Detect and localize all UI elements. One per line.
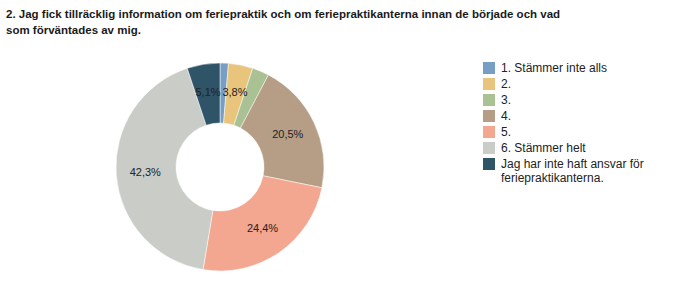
legend-label: 5. (501, 125, 511, 139)
slice (187, 63, 220, 125)
legend-item: Jag har inte haft ansvar förferiepraktik… (483, 157, 644, 185)
data-label: 24,4% (247, 222, 278, 234)
legend-swatch (483, 110, 495, 122)
title: 2. Jag fick tillräcklig information om f… (6, 8, 560, 36)
legend-label: 4. (501, 109, 511, 123)
legend-swatch (483, 142, 495, 154)
data-label: 20,5% (272, 128, 303, 140)
legend-item: 1. Stämmer inte alls (483, 61, 607, 75)
data-label: 3,8% (222, 86, 247, 98)
legend-swatch (483, 62, 495, 74)
legend-label: 6. Stämmer helt (501, 141, 586, 155)
data-label: 42,3% (130, 166, 161, 178)
legend-label: 3. (501, 93, 511, 107)
slice (203, 176, 322, 271)
legend-item: 5. (483, 125, 511, 139)
legend-swatch (483, 94, 495, 106)
chart: 2. Jag fick tillräcklig information om f… (0, 0, 675, 288)
legend-item: 2. (483, 77, 511, 91)
legend-label: 1. Stämmer inte alls (501, 61, 607, 75)
legend-swatch (483, 78, 495, 90)
legend-swatch (483, 126, 495, 138)
legend-label: 2. (501, 77, 511, 91)
legend-item: 6. Stämmer helt (483, 141, 586, 155)
donut (116, 63, 324, 271)
legend-label: Jag har inte haft ansvar förferiepraktik… (501, 157, 644, 185)
legend-item: 3. (483, 93, 511, 107)
legend-item: 4. (483, 109, 511, 123)
legend-swatch (483, 158, 495, 170)
slice (240, 75, 324, 188)
legend: 1. Stämmer inte alls 2. 3. 4. 5. 6. Stämmer h… (483, 61, 644, 185)
data-labels: 3,8% 20,5% 24,4% 42,3% 5,1% (130, 86, 304, 234)
data-label: 5,1% (195, 86, 220, 98)
